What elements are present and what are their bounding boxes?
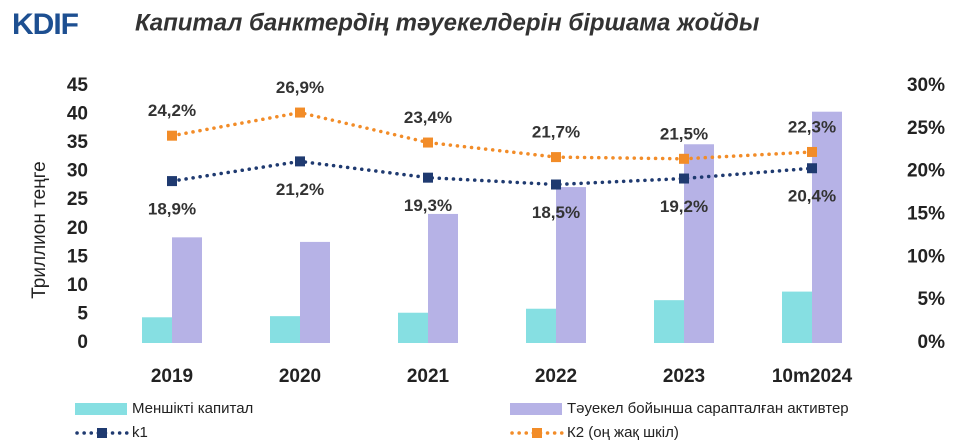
marker bbox=[679, 153, 689, 164]
value-label: 18,5% bbox=[532, 203, 580, 222]
value-label: 24,2% bbox=[148, 101, 196, 120]
value-label: 21,7% bbox=[532, 123, 580, 142]
legend-swatch bbox=[510, 403, 562, 415]
x-tick-label: 2020 bbox=[279, 366, 321, 387]
bar bbox=[654, 300, 684, 343]
marker bbox=[423, 172, 433, 183]
line bbox=[170, 110, 814, 161]
value-label: 19,3% bbox=[404, 196, 452, 215]
bar bbox=[270, 316, 300, 343]
y-tick-label: 15 bbox=[67, 246, 89, 267]
x-tick-label: 2023 bbox=[663, 366, 705, 387]
y-axis-label: Триллион теңге bbox=[29, 161, 50, 298]
value-label: 20,4% bbox=[788, 187, 836, 206]
marker bbox=[167, 130, 177, 141]
y-tick-label: 35 bbox=[67, 132, 89, 153]
marker bbox=[295, 156, 305, 167]
marker bbox=[295, 107, 305, 118]
legend-label: Меншікті капитал bbox=[132, 400, 253, 417]
y2-tick-label: 0% bbox=[918, 332, 946, 353]
y-tick-label: 20 bbox=[67, 218, 88, 239]
legend-label: К2 (оң жақ шкіл) bbox=[567, 424, 679, 441]
y2-tick-label: 30% bbox=[907, 75, 945, 96]
y-tick-label: 40 bbox=[67, 104, 88, 125]
marker bbox=[807, 146, 817, 157]
y-tick-label: 45 bbox=[67, 75, 89, 96]
x-tick-label: 2019 bbox=[151, 366, 193, 387]
y-tick-label: 0 bbox=[77, 332, 88, 353]
y-tick-label: 10 bbox=[67, 275, 88, 296]
value-label: 22,3% bbox=[788, 117, 836, 136]
value-label: 23,4% bbox=[404, 108, 452, 127]
legend-label: Тәуекел бойынша сарапталған активтер bbox=[567, 400, 849, 417]
value-label: 19,2% bbox=[660, 197, 708, 216]
bar bbox=[782, 291, 812, 343]
y-tick-label: 5 bbox=[77, 303, 88, 324]
y2-tick-label: 25% bbox=[907, 118, 945, 139]
x-tick-label: 2022 bbox=[535, 366, 577, 387]
bar bbox=[172, 237, 202, 343]
y2-tick-label: 5% bbox=[918, 289, 946, 310]
y2-tick-label: 15% bbox=[907, 204, 945, 225]
bar bbox=[398, 312, 428, 343]
x-tick-label: 10m2024 bbox=[772, 366, 853, 387]
marker bbox=[679, 173, 689, 184]
y2-tick-label: 10% bbox=[907, 246, 945, 267]
legend-label: k1 bbox=[132, 424, 148, 441]
y-tick-label: 30 bbox=[67, 161, 88, 182]
y-tick-label: 25 bbox=[67, 189, 89, 210]
logo: KDIF bbox=[12, 8, 79, 41]
value-label: 26,9% bbox=[276, 78, 324, 97]
marker bbox=[423, 137, 433, 148]
value-label: 18,9% bbox=[148, 200, 196, 219]
x-tick-label: 2021 bbox=[407, 366, 450, 387]
marker bbox=[551, 179, 561, 190]
bar bbox=[526, 308, 556, 343]
bar bbox=[300, 241, 330, 343]
marker bbox=[551, 152, 561, 163]
bar bbox=[428, 213, 458, 343]
marker bbox=[167, 176, 177, 187]
legend-marker bbox=[532, 428, 542, 438]
legend-swatch bbox=[75, 403, 127, 415]
value-label: 21,2% bbox=[276, 180, 324, 199]
marker bbox=[807, 163, 817, 174]
value-label: 21,5% bbox=[660, 124, 708, 143]
bar bbox=[142, 317, 172, 343]
y2-tick-label: 20% bbox=[907, 161, 945, 182]
chart-title: Капитал банктердің тәуекелдерін біршама … bbox=[135, 9, 760, 36]
legend-marker bbox=[97, 428, 107, 438]
bar bbox=[812, 111, 842, 343]
line bbox=[170, 159, 814, 187]
bar bbox=[556, 187, 586, 343]
